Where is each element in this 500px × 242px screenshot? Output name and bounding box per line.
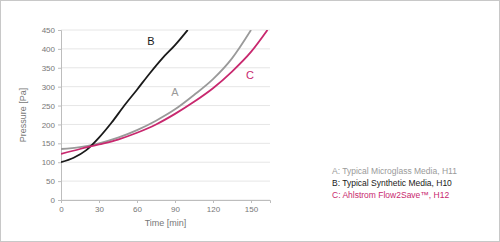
tick: 200 <box>42 121 61 130</box>
legend-entry: C: Ahlstrom Flow2Save™, H12 <box>332 190 449 200</box>
tick: 450 <box>42 26 61 35</box>
grid-line <box>61 86 270 87</box>
tick-mark <box>58 143 61 144</box>
tick-mark <box>58 200 61 201</box>
series-line <box>61 30 188 162</box>
tick-label: 100 <box>42 158 56 167</box>
grid <box>61 30 270 200</box>
tick-label: 0 <box>59 205 64 214</box>
tick: 0 <box>51 196 61 205</box>
y-axis: 0 50 100 150 200 250 300 350 400 450 <box>42 26 62 205</box>
curve-label: B <box>147 35 154 47</box>
tick: 60 <box>133 200 142 214</box>
tick-mark <box>99 200 100 203</box>
tick-mark <box>58 68 61 69</box>
tick-mark <box>213 200 214 203</box>
tick-mark <box>58 181 61 182</box>
tick-label: 350 <box>42 64 56 73</box>
y-axis-title: Pressure [Pa] <box>18 88 28 143</box>
tick: 300 <box>42 83 61 92</box>
tick-mark <box>58 106 61 107</box>
legend-entry: A: Typical Microglass Media, H11 <box>332 166 457 176</box>
tick: 400 <box>42 45 61 54</box>
tick-label: 120 <box>207 205 221 214</box>
tick-label: 60 <box>133 205 142 214</box>
tick: 0 <box>59 200 64 214</box>
axis-line <box>58 31 62 201</box>
tick-label: 50 <box>46 177 55 186</box>
grid-line <box>61 124 270 125</box>
chart: 0 30 60 90 120 150 0 50 100 150 200 250 300 350 400 450… <box>0 0 500 242</box>
tick-label: 90 <box>171 205 180 214</box>
legend-entry: B: Typical Synthetic Media, H10 <box>332 178 452 188</box>
tick-label: 250 <box>42 102 56 111</box>
series-line <box>61 30 267 154</box>
plot-area <box>61 30 267 162</box>
tick: 50 <box>46 177 61 186</box>
grid-line <box>61 162 270 163</box>
axis-line <box>62 201 271 204</box>
tick-label: 300 <box>42 83 56 92</box>
tick-mark <box>58 162 61 163</box>
tick: 120 <box>207 200 221 214</box>
tick-label: 450 <box>42 26 56 35</box>
x-axis: 0 30 60 90 120 150 <box>59 200 270 214</box>
curve-label: A <box>171 86 179 98</box>
tick: 90 <box>171 200 180 214</box>
tick: 250 <box>42 102 61 111</box>
grid-line <box>61 67 270 68</box>
tick-label: 200 <box>42 121 56 130</box>
tick-label: 30 <box>95 205 104 214</box>
tick-mark <box>137 200 138 203</box>
tick-label: 150 <box>42 139 56 148</box>
tick: 30 <box>95 200 104 214</box>
series-line <box>61 30 251 149</box>
tick-mark <box>58 49 61 50</box>
tick: 100 <box>42 158 61 167</box>
tick-label: 400 <box>42 45 56 54</box>
tick-mark <box>251 200 252 203</box>
x-axis-title: Time [min] <box>145 218 187 228</box>
frame <box>1 1 500 242</box>
tick-mark <box>58 30 61 31</box>
curve-label: C <box>246 69 254 81</box>
tick-mark <box>58 87 61 88</box>
grid-line <box>61 105 270 106</box>
tick: 150 <box>42 139 61 148</box>
tick-mark <box>58 124 61 125</box>
tick: 350 <box>42 64 61 73</box>
grid-line <box>61 181 270 182</box>
legend: A: Typical Microglass Media, H11 B: Typic… <box>332 166 457 200</box>
tick-label: 150 <box>245 205 259 214</box>
tick-label: 0 <box>51 196 56 205</box>
tick: 150 <box>245 200 259 214</box>
tick-mark <box>175 200 176 203</box>
grid-line <box>61 30 270 31</box>
